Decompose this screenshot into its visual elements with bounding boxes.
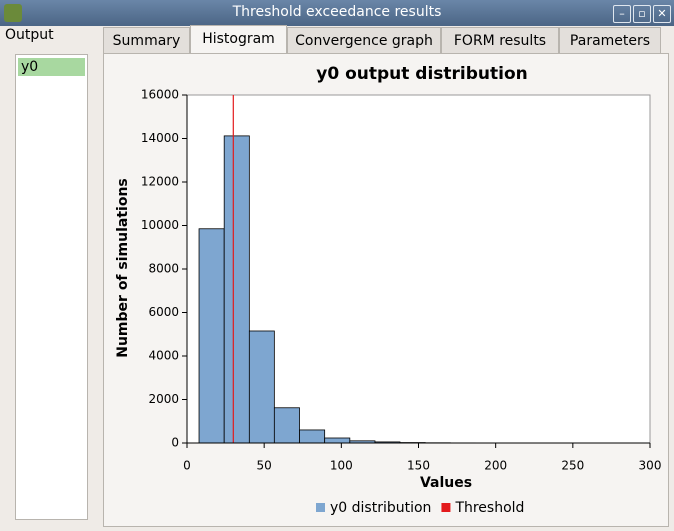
histogram-bar: [248, 330, 275, 444]
y-tick-label: 6000: [148, 305, 179, 319]
sidebar-title: Output: [5, 27, 54, 43]
chart-title: y0 output distribution: [316, 64, 528, 84]
x-tick-label: 50: [257, 459, 272, 473]
y-tick-label: 12000: [141, 175, 179, 189]
histogram-bar: [273, 407, 300, 444]
x-tick-label: 100: [330, 459, 353, 473]
minimize-button[interactable]: –: [613, 5, 631, 23]
tab-active[interactable]: Histogram: [190, 25, 287, 54]
app-icon: [4, 4, 22, 22]
legend-swatch: [441, 503, 451, 512]
tab[interactable]: Convergence graph: [287, 27, 441, 53]
y-tick-label: 2000: [148, 392, 179, 406]
x-tick-label: 150: [407, 459, 430, 473]
y-tick-label: 10000: [141, 218, 179, 232]
close-button[interactable]: ✕: [653, 5, 671, 23]
tab[interactable]: FORM results: [441, 27, 559, 53]
chart: y0 output distribution Values Number of …: [115, 64, 662, 516]
histogram-bar: [223, 135, 250, 444]
legend-swatch: [316, 503, 325, 512]
output-list: y0: [15, 54, 88, 520]
x-tick-label: 300: [639, 459, 662, 473]
output-item[interactable]: y0: [18, 58, 85, 76]
histogram-bar: [299, 429, 326, 444]
y-axis-label: Number of simulations: [115, 178, 131, 358]
legend-label: y0 distribution: [330, 500, 431, 516]
x-axis-label: Values: [420, 475, 472, 491]
y-tick-label: 4000: [148, 349, 179, 363]
maximize-button[interactable]: ▫: [633, 5, 651, 23]
y-tick-label: 14000: [141, 131, 179, 145]
histogram-bar: [324, 437, 351, 444]
tab[interactable]: Parameters: [559, 27, 661, 53]
x-tick-label: 250: [561, 459, 584, 473]
tab-panel: y0 output distribution Values Number of …: [103, 53, 669, 527]
title-bar: Threshold exceedance results – ▫ ✕: [0, 0, 674, 26]
tab[interactable]: Summary: [103, 27, 190, 53]
y-tick-label: 8000: [148, 262, 179, 276]
histogram-bar: [198, 228, 225, 444]
x-tick-label: 200: [484, 459, 507, 473]
y-tick-label: 16000: [141, 88, 179, 102]
legend-label: Threshold: [454, 500, 524, 516]
x-tick-label: 0: [183, 459, 191, 473]
y-tick-label: 0: [171, 436, 179, 450]
window-title: Threshold exceedance results: [232, 4, 442, 20]
